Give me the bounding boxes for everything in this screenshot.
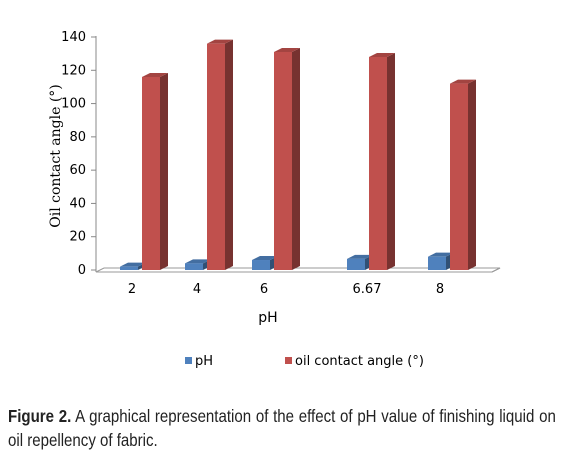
legend-swatch <box>285 357 292 364</box>
caption-label: Figure 2. <box>8 406 72 426</box>
y-tick-label: 20 <box>69 230 86 245</box>
bar-top <box>347 254 373 259</box>
bar-side <box>387 52 395 270</box>
legend-label: oil contact angle (°) <box>295 354 424 369</box>
bar-top <box>142 72 168 77</box>
y-tick-label: 140 <box>61 30 86 45</box>
bar-front <box>274 51 292 270</box>
x-axis-ticks: 2 4 6 6.67 8 <box>128 282 444 297</box>
legend-swatch <box>185 357 192 364</box>
bar-front <box>369 56 387 270</box>
bar-side <box>225 39 233 271</box>
y-tick-label: 80 <box>69 130 86 145</box>
figure-caption: Figure 2. A graphical representation of … <box>8 404 556 452</box>
bar-front <box>428 256 446 270</box>
x-tick-label: 6.67 <box>353 282 382 297</box>
bar-top <box>120 262 146 267</box>
bar-top <box>185 259 211 264</box>
y-axis-label: Oil contact angle (°) <box>48 84 64 228</box>
chart-floor <box>95 267 501 273</box>
bar-front <box>185 263 203 270</box>
bar-side <box>292 47 300 270</box>
y-tick-label: 60 <box>69 163 86 178</box>
bar-top <box>274 47 300 52</box>
bar-front <box>120 266 138 270</box>
bar-front <box>252 260 270 270</box>
bar-side <box>160 72 168 270</box>
bar-chart: 0 20 40 60 80 100 120 140 2 4 6 6.67 8 Oil contact … <box>48 30 501 369</box>
legend-label: pH <box>195 354 213 369</box>
x-axis-label: pH <box>258 310 277 326</box>
legend: pH oil contact angle (°) <box>185 354 424 369</box>
bar-top <box>428 252 454 257</box>
x-tick-label: 6 <box>260 282 268 297</box>
bar-side <box>468 79 476 270</box>
bar-oil-contact-angle <box>369 52 395 270</box>
caption-text: A graphical representation of the effect… <box>8 406 556 450</box>
y-axis-ticks: 0 20 40 60 80 100 120 140 <box>61 30 96 278</box>
bar-top <box>207 39 233 44</box>
floor-edge <box>491 267 501 273</box>
bar-front <box>207 43 225 271</box>
y-tick-label: 100 <box>61 97 86 112</box>
bars <box>120 39 476 271</box>
bar-front <box>347 258 365 270</box>
bar-top <box>450 79 476 84</box>
y-tick-label: 40 <box>69 196 86 211</box>
bar-front <box>450 83 468 270</box>
bar-oil-contact-angle <box>274 47 300 270</box>
x-tick-label: 8 <box>436 282 444 297</box>
bar-top <box>369 52 395 57</box>
bar-oil-contact-angle <box>207 39 233 271</box>
bar-oil-contact-angle <box>450 79 476 270</box>
y-tick-label: 0 <box>78 263 86 278</box>
x-tick-label: 2 <box>128 282 136 297</box>
bar-oil-contact-angle <box>142 72 168 270</box>
bar-top <box>252 256 278 261</box>
y-tick-label: 120 <box>61 63 86 78</box>
x-tick-label: 4 <box>193 282 201 297</box>
bar-front <box>142 76 160 270</box>
